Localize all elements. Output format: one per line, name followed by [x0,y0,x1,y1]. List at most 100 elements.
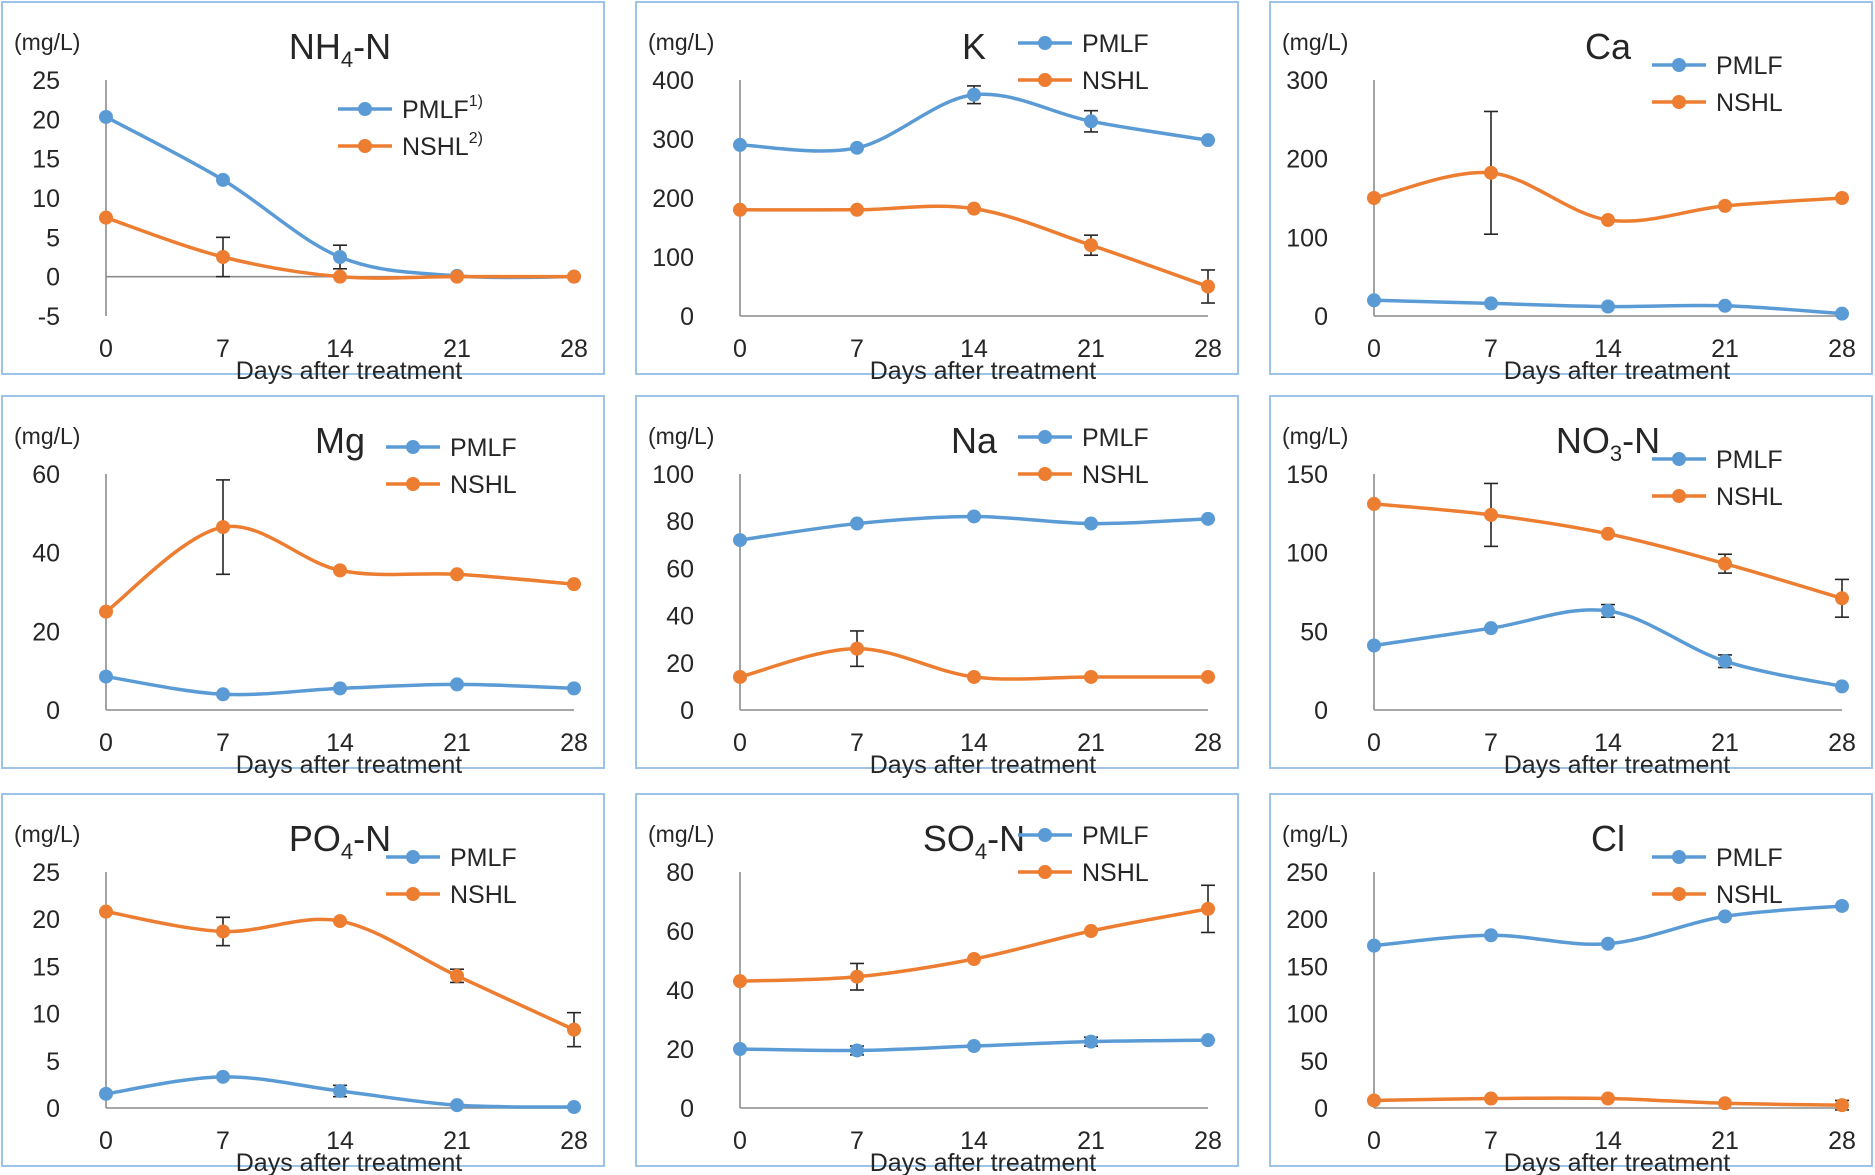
x-tick-label: 14 [326,729,354,757]
legend-name: NSHL [450,471,517,499]
x-tick-label: 14 [326,1127,354,1155]
legend-item: PMLF [1018,424,1149,452]
legend-item: PMLF [1652,52,1783,80]
data-point [1367,938,1381,953]
data-point [733,1042,747,1056]
legend-swatch-marker [1672,452,1686,466]
data-point [1601,603,1615,618]
data-point [1084,114,1098,129]
data-point [1835,306,1849,321]
legend-name: PMLF [450,434,517,462]
legend: PMLF NSHL [1652,52,1783,117]
y-unit-label: (mg/L) [648,29,714,55]
chart-panel: Na (mg/L) 0 20 40 60 80 100 0 7 14 21 28 Days after t… [635,395,1239,779]
legend-footnote-marker: 2) [469,130,483,147]
data-point [1601,299,1615,314]
y-unit-label: (mg/L) [1282,821,1348,847]
data-point [1484,507,1498,522]
chart-panel: K (mg/L) 0 100 200 300 400 0 7 14 21 28 Days after t… [635,1,1239,385]
x-tick-label: 21 [443,729,471,757]
y-tick-label: 0 [1314,1095,1328,1123]
y-tick-label: 60 [666,918,694,946]
y-tick-label: 400 [652,67,694,95]
chart-panel: Ca (mg/L) 0 100 200 300 0 7 14 21 28 Days after tre… [1269,1,1873,385]
legend-item: NSHL [1652,483,1783,511]
y-unit-label: (mg/L) [14,821,80,847]
data-point [450,567,464,582]
y-tick-label: 15 [32,146,60,174]
data-point [216,172,230,187]
data-point [1718,198,1732,213]
chart-title: K [962,26,986,67]
data-point [1201,1033,1215,1048]
y-tick-label: 20 [32,618,60,646]
series-pmlf [1367,898,1849,953]
x-tick-label: 0 [1367,1127,1381,1155]
data-point [1484,621,1498,636]
legend-swatch-marker [406,440,420,454]
panel-frame [1,1,605,375]
data-point [567,681,581,696]
data-point [567,1022,581,1037]
x-tick-label: 28 [1828,1127,1856,1155]
x-tick-label: 14 [960,729,988,757]
series-pmlf [733,85,1215,155]
x-axis-label: Days after treatment [870,1149,1097,1175]
x-tick-label: 7 [850,335,864,363]
series-pmlf [99,669,581,702]
legend: PMLF NSHL [386,844,517,909]
legend-label: NSHL [1082,67,1149,95]
chart-title-main: SO [923,818,975,859]
legend: PMLF NSHL [1652,446,1783,511]
legend-name: PMLF [450,844,517,872]
x-tick-label: 14 [960,335,988,363]
data-point [99,1086,113,1101]
y-tick-label: 200 [1286,906,1328,934]
chart-title: SO4-N [923,818,1025,864]
legend-item: NSHL [386,881,517,909]
x-axis-label: Days after treatment [1504,1149,1731,1175]
x-tick-label: 14 [1594,729,1622,757]
x-tick-label: 0 [1367,729,1381,757]
y-tick-label: 80 [666,508,694,536]
x-tick-label: 14 [326,335,354,363]
data-point [99,669,113,684]
chart-title: PO4-N [289,818,391,864]
y-tick-label: 20 [666,650,694,678]
y-tick-label: 0 [680,303,694,331]
x-axis-label: Days after treatment [1504,751,1731,779]
legend-name: NSHL [1082,859,1149,887]
data-point [333,563,347,578]
legend-name: NSHL [1082,461,1149,489]
data-point [967,952,981,967]
legend-swatch-marker [406,477,420,491]
chart-title-rest: -N [987,818,1025,859]
data-point [567,577,581,592]
series-pmlf [733,1033,1215,1058]
x-tick-label: 7 [1484,335,1498,363]
x-tick-label: 14 [960,1127,988,1155]
data-point [1201,901,1215,916]
legend: PMLF NSHL [1652,844,1783,909]
y-tick-label: 50 [1300,1048,1328,1076]
data-point [733,202,747,217]
x-tick-label: 7 [216,335,230,363]
x-tick-label: 28 [1194,335,1222,363]
legend-item: PMLF [386,844,517,872]
legend-item: NSHL [1652,881,1783,909]
legend-label: NSHL [1716,483,1783,511]
chart-title-rest: -N [353,818,391,859]
legend-name: NSHL [1716,881,1783,909]
legend: PMLF NSHL [1018,30,1149,95]
data-point [1835,1098,1849,1113]
legend-swatch-marker [1672,850,1686,864]
y-unit-label: (mg/L) [14,29,80,55]
legend-label: PMLF [1082,424,1149,452]
chart-title-rest: -N [1622,420,1660,461]
chart-title-main: K [962,26,986,67]
x-tick-label: 28 [560,729,588,757]
x-tick-label: 28 [560,1127,588,1155]
legend-label: NSHL [1082,859,1149,887]
legend-name: PMLF [1716,844,1783,872]
